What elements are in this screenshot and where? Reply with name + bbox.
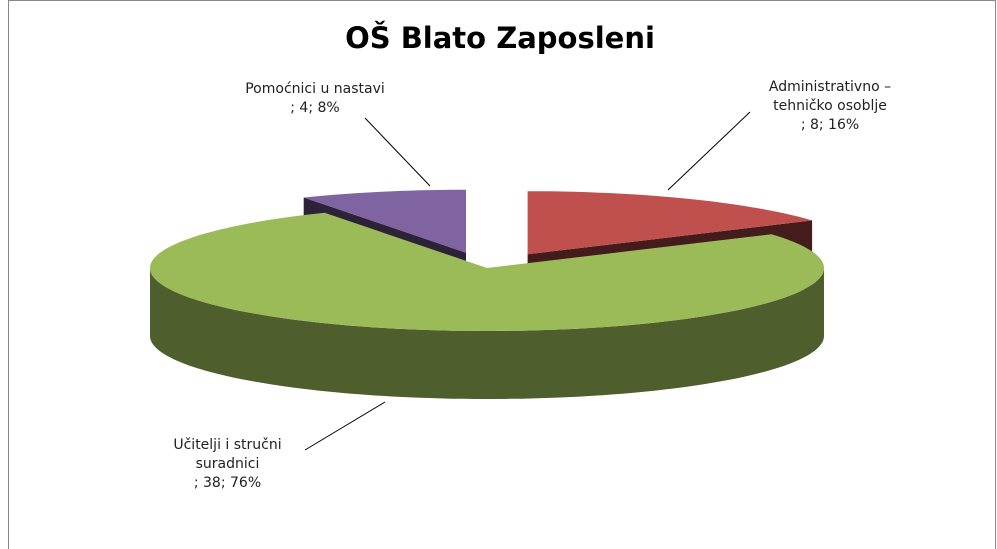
chart-title: OŠ Blato Zaposleni [345, 21, 655, 55]
slice-category: Učitelji i stručni suradnici [173, 437, 282, 472]
slice-value: ; 4; 8% [290, 100, 340, 116]
leader-line [304, 401, 386, 451]
leader-line [364, 117, 431, 187]
slice-category: Administrativno – tehničko osoblje [768, 79, 892, 114]
pie [150, 189, 824, 399]
slice [150, 212, 824, 331]
data-label: Učitelji i stručni suradnici ; 38; 76% [150, 436, 305, 493]
slice-value: ; 8; 16% [800, 117, 860, 133]
slice-side [150, 268, 824, 399]
slice-value: ; 38; 76% [193, 475, 262, 491]
data-label: Pomoćnici u nastavi ; 4; 8% [230, 80, 400, 118]
chart-frame [8, 0, 996, 549]
leader-line [667, 111, 751, 191]
slice [527, 191, 813, 255]
slice-category: Pomoćnici u nastavi [245, 81, 385, 97]
slice [303, 189, 466, 253]
data-label: Administrativno – tehničko osoblje ; 8; 1… [745, 78, 915, 135]
